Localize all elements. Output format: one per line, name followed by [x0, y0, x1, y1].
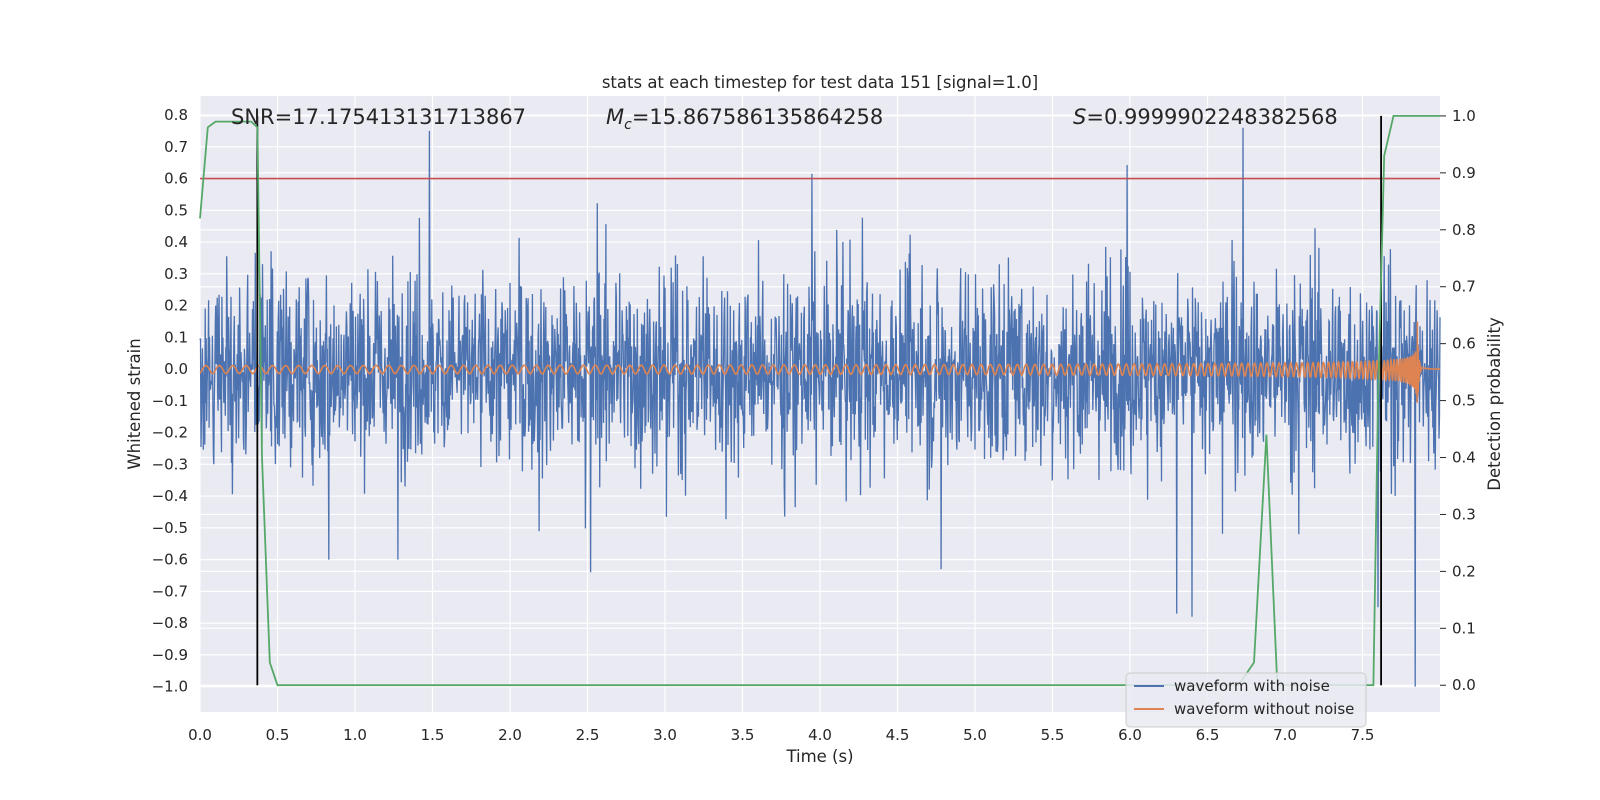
- vertical-markers: [256, 115, 1382, 686]
- chart-title: stats at each timestep for test data 151…: [602, 73, 1038, 92]
- y-right-tick-label: 0.9: [1452, 164, 1476, 182]
- y-left-tick-label: 0.5: [164, 201, 188, 219]
- snr-annotation: SNR=17.175413131713867: [231, 105, 526, 129]
- s-symbol: S: [1073, 105, 1086, 129]
- y-right-tick-label: 0.3: [1452, 505, 1476, 523]
- y-left-tick-label: 0.0: [164, 360, 188, 378]
- x-tick-label: 3.0: [653, 726, 677, 744]
- y-right-tick-label: 0.6: [1452, 335, 1476, 353]
- x-tick-label: 7.0: [1273, 726, 1297, 744]
- x-tick-label: 2.5: [576, 726, 600, 744]
- y-left-tick-label: 0.6: [164, 170, 188, 188]
- mc-subscript: c: [624, 117, 632, 133]
- x-tick-label: 7.5: [1351, 726, 1375, 744]
- y-left-tick-label: −0.5: [152, 519, 188, 537]
- y-left-tick-label: 0.4: [164, 233, 188, 251]
- x-tick-label: 2.0: [498, 726, 522, 744]
- noise-waveform-layer: [199, 127, 1441, 687]
- x-tick-label: 4.0: [808, 726, 832, 744]
- x-axis-label: Time (s): [785, 747, 853, 766]
- x-tick-label: 4.5: [886, 726, 910, 744]
- clean-waveform-line: [199, 321, 1440, 403]
- y-right-tick-label: 1.0: [1452, 107, 1476, 125]
- y-left-tick-label: −0.2: [152, 424, 188, 442]
- y-left-tick-label: −0.1: [152, 392, 188, 410]
- y-left-tick-label: 0.1: [164, 328, 188, 346]
- y-right-tick-label: 0.1: [1452, 619, 1476, 637]
- y-right-tick-label: 0.2: [1452, 562, 1476, 580]
- y-left-tick-label: −0.8: [152, 614, 188, 632]
- y-left-tick-label: −0.7: [152, 582, 188, 600]
- x-tick-labels: 0.0 0.5 1.0 1.5 2.0 2.5 3.0 3.5 4.0 4.5 5.0 5.5 6.0 6…: [188, 726, 1374, 744]
- y-left-tick-label: −0.4: [152, 487, 188, 505]
- x-tick-label: 6.5: [1196, 726, 1220, 744]
- y-left-tick-label: −0.9: [152, 646, 188, 664]
- legend-label-noise: waveform with noise: [1174, 677, 1330, 695]
- x-tick-label: 1.5: [421, 726, 445, 744]
- y-left-tick-label: 0.3: [164, 265, 188, 283]
- y-left-tick-label: 0.8: [164, 106, 188, 124]
- x-tick-label: 0.0: [188, 726, 212, 744]
- s-value: =0.9999902248382568: [1086, 105, 1337, 129]
- mc-value: =15.867586135864258: [632, 105, 883, 129]
- x-tick-label: 5.5: [1041, 726, 1065, 744]
- y-left-tick-label: −0.3: [152, 455, 188, 473]
- y-right-tick-label: 0.7: [1452, 278, 1476, 296]
- y-left-tick-label: −0.6: [152, 551, 188, 569]
- clean-waveform-layer: [199, 321, 1440, 403]
- mc-symbol: M: [606, 105, 624, 129]
- y-right-tick-label: 0.5: [1452, 392, 1476, 410]
- y-left-tick-label: −1.0: [152, 678, 188, 696]
- x-tick-label: 5.0: [963, 726, 987, 744]
- legend-box: [1125, 672, 1367, 728]
- noise-waveform-line: [199, 127, 1441, 687]
- y-left-axis-label: Whitened strain: [125, 338, 144, 469]
- y-right-axis-label: Detection probability: [1485, 317, 1504, 491]
- s-annotation: S=0.9999902248382568: [1073, 105, 1338, 129]
- y-right-tick-labels: 1.0 0.9 0.8 0.7 0.6 0.5 0.4 0.3 0.2 0.1 0.0: [1440, 107, 1476, 694]
- x-tick-label: 0.5: [266, 726, 290, 744]
- x-tick-label: 3.5: [731, 726, 755, 744]
- y-right-tick-label: 0.4: [1452, 449, 1476, 467]
- y-right-tick-label: 0.0: [1452, 676, 1476, 694]
- y-left-tick-label: 0.7: [164, 138, 188, 156]
- chirp-mass-annotation: Mc=15.867586135864258: [606, 105, 883, 133]
- legend-label-clean: waveform without noise: [1174, 700, 1354, 718]
- y-right-tick-label: 0.8: [1452, 221, 1476, 239]
- y-left-tick-label: 0.2: [164, 297, 188, 315]
- x-tick-label: 1.0: [343, 726, 367, 744]
- legend: waveform with noise waveform without noi…: [1125, 672, 1367, 728]
- x-tick-label: 6.0: [1118, 726, 1142, 744]
- y-left-tick-labels: 0.8 0.7 0.6 0.5 0.4 0.3 0.2 0.1 0.0 −0.1 −0.2 −0.3 −…: [152, 106, 188, 696]
